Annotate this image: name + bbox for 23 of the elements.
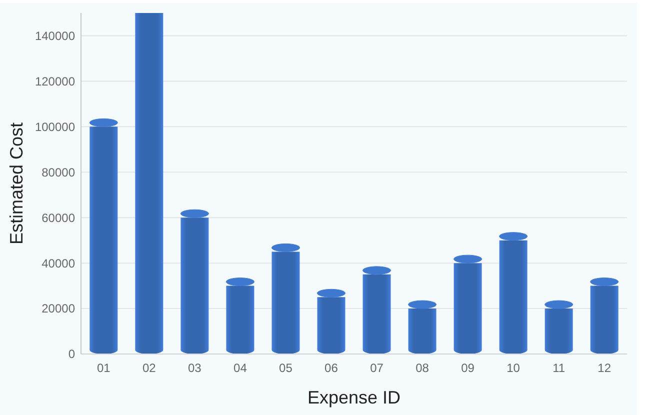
x-tick-label: 09: [461, 361, 475, 376]
y-tick-label: 0: [68, 347, 76, 362]
y-tick-label: 60000: [42, 210, 76, 225]
y-tick-label: 40000: [42, 256, 76, 270]
y-axis-title: Estimated Cost: [6, 122, 26, 245]
y-tick-label: 120000: [34, 74, 76, 88]
y-tick-label: 20000: [42, 302, 76, 316]
x-tick-label: 05: [279, 361, 293, 376]
x-tick-label: 01: [96, 361, 111, 376]
x-tick-label: 03: [188, 361, 202, 376]
x-tick-label: 07: [370, 361, 384, 376]
y-tick-label: 140000: [34, 28, 76, 43]
x-tick-label: 10: [506, 361, 520, 376]
y-tick-label: 100000: [34, 120, 76, 134]
x-tick-label: 02: [142, 361, 156, 376]
x-tick-label: 04: [234, 361, 248, 376]
y-tick-label: 80000: [42, 165, 76, 180]
x-tick-label: 12: [598, 361, 612, 376]
x-tick-label: 06: [324, 361, 338, 376]
x-tick-label: 11: [552, 361, 566, 376]
bar: [135, 13, 164, 354]
x-axis-title: Expense ID: [307, 387, 401, 408]
x-tick-label: 08: [416, 361, 430, 376]
